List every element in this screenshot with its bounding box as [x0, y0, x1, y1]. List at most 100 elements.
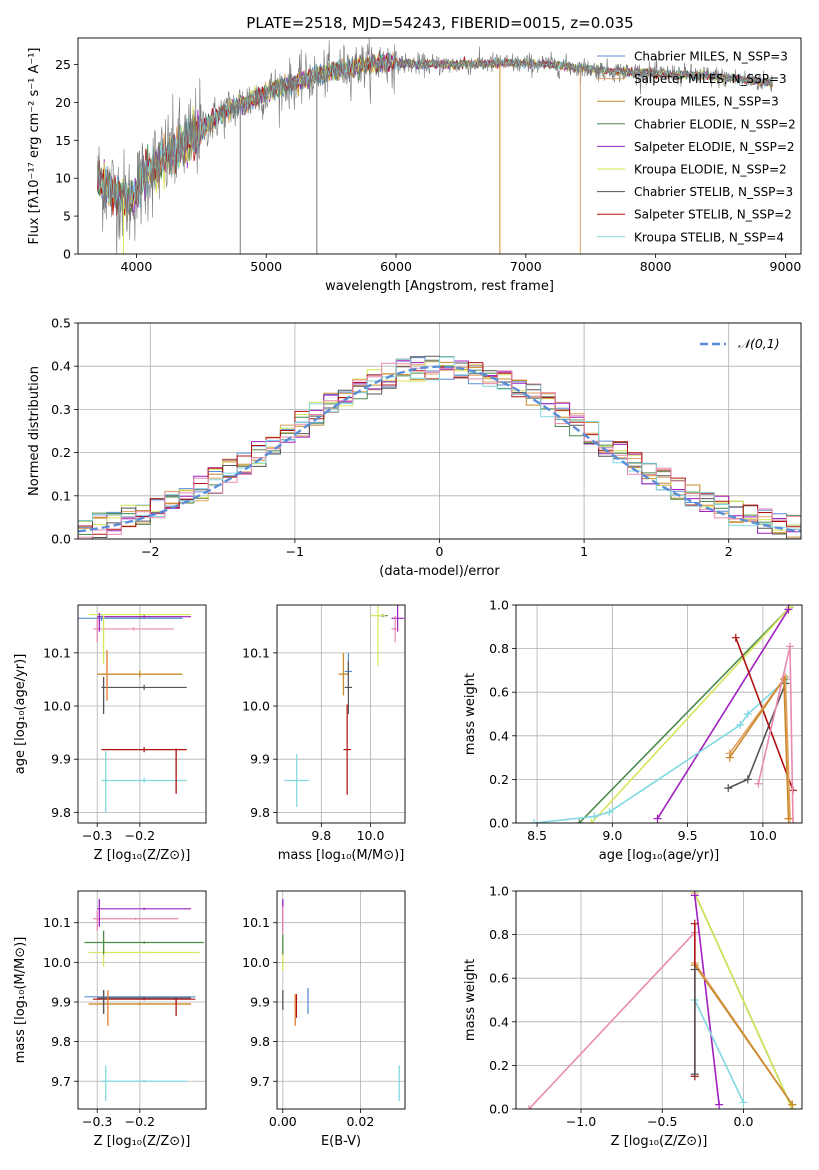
age-vs-metallicity-panel: −0.3 −0.2 9.8 9.9 10.0 10.1 Z [log₁₀(Z/Z⊙)] age… [13, 604, 207, 863]
x-tick-label: 0.0 [734, 1114, 754, 1129]
y-tick-label: 10 [55, 171, 71, 186]
y-tick-label: 0.4 [51, 359, 71, 374]
x-axis-label: (data-model)/error [379, 564, 500, 579]
y-tick-label: 0.4 [489, 1014, 509, 1029]
weight-marker [754, 779, 763, 788]
y-tick-label: 9.7 [51, 1074, 71, 1089]
weight-marker [605, 808, 614, 817]
y-tick-label: 0.6 [489, 685, 509, 700]
y-tick-label: 0.2 [489, 1058, 509, 1073]
y-tick-label: 0.5 [51, 316, 71, 331]
x-tick-label: −1 [286, 544, 304, 559]
weight-vs-metallicity-panel: −1.0 −0.5 0.0 0.0 0.2 0.4 0.6 0.8 1.0 Z [log₁₀(Z/… [463, 884, 803, 1149]
x-tick-label: −0.5 [647, 1114, 677, 1129]
y-tick-label: 15 [55, 133, 71, 148]
axes-frame [77, 37, 802, 255]
y-axis-label: Normed distribution [27, 366, 42, 496]
y-tick-label: 25 [55, 57, 71, 72]
y-tick-label: 5 [63, 209, 71, 224]
plot-area [284, 605, 404, 808]
residuals-panel: −2 −1 0 1 2 0.0 0.1 0.2 0.3 0.4 0.5 (data-model)/er… [27, 316, 802, 579]
x-axis-label: Z [log₁₀(Z/Z⊙)] [94, 848, 191, 863]
weight-marker [590, 812, 599, 821]
legend-entry: Kroupa MILES, N_SSP=3 [634, 95, 779, 109]
y-tick-label: 10.1 [242, 645, 270, 660]
weight-marker [690, 891, 699, 900]
weight-marker [731, 633, 740, 642]
x-tick-label: 8.5 [527, 828, 547, 843]
weight-marker [743, 710, 752, 718]
y-tick-label: 1.0 [489, 884, 509, 899]
axes-frame [276, 890, 406, 1110]
y-tick-label: 1.0 [489, 598, 509, 613]
y-tick-label: 9.9 [250, 752, 270, 767]
weight-marker [724, 784, 733, 793]
legend-entry: Kroupa ELODIE, N_SSP=2 [634, 163, 787, 177]
x-tick-label: 5000 [250, 259, 282, 274]
y-tick-label: 10.0 [242, 699, 270, 714]
x-axis-label: age [log₁₀(age/yr)] [599, 848, 720, 863]
plot-area [530, 605, 797, 823]
model-spectrum-kroupa-stelib [97, 51, 773, 217]
age-vs-mass-panel: 9.8 10.0 9.8 9.9 10.0 10.1 mass [log₁₀(M/M⊙)] [242, 604, 406, 863]
observed-spectrum [97, 38, 773, 254]
legend-entry: Chabrier STELIB, N_SSP=3 [634, 185, 793, 199]
weight-marker [690, 1070, 699, 1079]
x-tick-label: 10.0 [357, 828, 385, 843]
y-tick-label: 9.8 [51, 1034, 71, 1049]
y-tick-label: 0.2 [489, 772, 509, 787]
y-tick-label: 0.0 [489, 1102, 509, 1117]
x-tick-label: 4000 [121, 259, 153, 274]
residual-histogram [78, 362, 801, 539]
weight-line [694, 895, 720, 1105]
x-tick-label: 10.0 [749, 828, 777, 843]
y-tick-label: 10.1 [242, 915, 270, 930]
plot-area [84, 898, 204, 1102]
figure-title: PLATE=2518, MJD=54243, FIBERID=0015, z=0… [246, 14, 633, 32]
weight-line [735, 637, 794, 791]
weight-marker [575, 819, 584, 823]
weight-marker [779, 675, 788, 684]
x-axis-label: E(B-V) [321, 1134, 361, 1149]
weight-marker [736, 720, 745, 729]
weight-line [590, 606, 791, 823]
y-axis-label: mass [log₁₀(M/M⊙)] [13, 937, 28, 1064]
weight-vs-age-panel: 8.5 9.0 9.5 10.0 0.0 0.2 0.4 0.6 0.8 1.0 age [log₁… [463, 598, 803, 863]
legend-entry: Kroupa STELIB, N_SSP=4 [634, 230, 784, 244]
weight-line [534, 678, 788, 823]
y-tick-label: 10.0 [242, 955, 270, 970]
x-axis-label: Z [log₁₀(Z/Z⊙)] [94, 1134, 191, 1149]
y-tick-label: 0.8 [489, 927, 509, 942]
y-tick-label: 9.9 [250, 994, 270, 1009]
weight-line [528, 930, 696, 1109]
x-axis-label: Z [log₁₀(Z/Z⊙)] [611, 1134, 708, 1149]
x-tick-label: −1.0 [566, 1114, 596, 1129]
y-tick-label: 10.1 [43, 915, 71, 930]
x-tick-label: 8000 [640, 259, 672, 274]
weight-marker [653, 814, 662, 823]
weight-marker [725, 753, 734, 762]
weight-line [656, 608, 790, 820]
y-tick-label: 9.9 [51, 994, 71, 1009]
mass-vs-metallicity-panel: −0.3 −0.2 9.7 9.8 9.9 10.0 10.1 Z [log₁₀(Z/Z⊙)]… [13, 890, 207, 1149]
y-tick-label: 10.1 [43, 645, 71, 660]
weight-line [694, 892, 794, 1109]
x-tick-label: 0.00 [269, 1114, 297, 1129]
x-tick-label: 6000 [380, 259, 412, 274]
weight-line [694, 964, 793, 1106]
x-tick-label: 2 [725, 544, 733, 559]
weight-line [694, 999, 745, 1103]
plot-area [282, 898, 400, 1102]
gaussian-curve [78, 365, 801, 533]
weight-marker [788, 1100, 797, 1109]
y-tick-label: 10.0 [43, 699, 71, 714]
weight-marker [739, 1098, 748, 1107]
y-tick-label: 0.0 [51, 532, 71, 547]
weight-marker [784, 814, 793, 823]
mass-vs-extinction-panel: 0.00 0.02 9.7 9.8 9.9 10.0 10.1 E(B-V) [242, 890, 406, 1149]
weight-marker [788, 819, 797, 823]
legend-entry: Chabrier MILES, N_SSP=3 [634, 50, 788, 64]
y-tick-label: 0.1 [51, 488, 71, 503]
weight-marker [587, 819, 596, 823]
weight-marker [525, 1105, 533, 1109]
